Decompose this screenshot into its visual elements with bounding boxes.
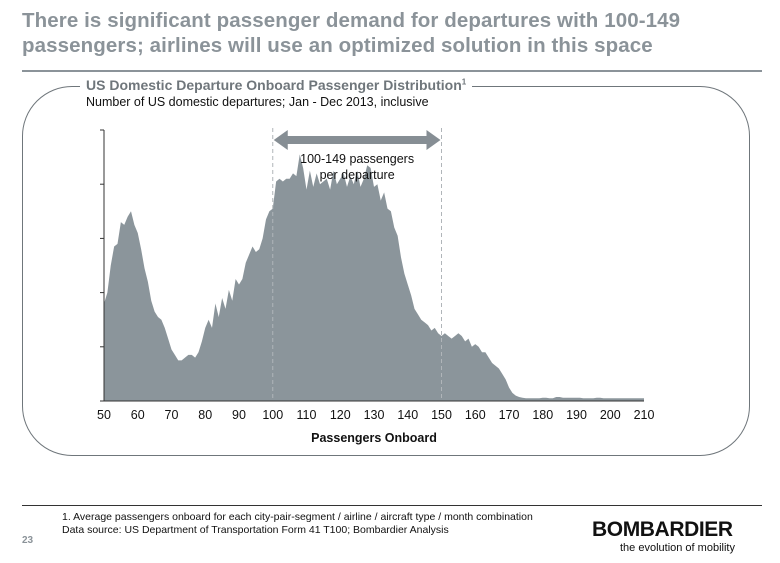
x-tick-label: 90 — [232, 408, 246, 422]
x-tick-label: 150 — [431, 408, 452, 422]
panel-title: US Domestic Departure Onboard Passenger … — [80, 77, 473, 93]
x-tick-label: 130 — [364, 408, 385, 422]
panel-title-footnote-marker: 1 — [461, 77, 467, 87]
x-tick-label: 50 — [97, 408, 111, 422]
x-tick-label: 210 — [634, 408, 655, 422]
x-tick-label: 140 — [397, 408, 418, 422]
title-divider — [22, 70, 762, 72]
page-number: 23 — [22, 535, 34, 546]
data-source: Data source: US Department of Transporta… — [62, 524, 449, 536]
x-tick-label: 180 — [532, 408, 553, 422]
distribution-chart: 50 60 70 80 90 100 110 120 130 140 150 160 170 180 190… — [97, 128, 655, 445]
x-tick-label: 160 — [465, 408, 486, 422]
panel-title-text: US Domestic Departure Onboard Passenger … — [86, 77, 462, 93]
x-tick-label: 100 — [262, 408, 283, 422]
x-axis-title: Passengers Onboard — [311, 431, 437, 445]
distribution-area — [104, 154, 644, 401]
range-annotation-line1: 100-149 passengers — [300, 152, 414, 166]
x-tick-label: 80 — [198, 408, 212, 422]
x-tick-label: 60 — [131, 408, 145, 422]
range-arrow-right-head — [426, 130, 441, 150]
range-annotation-line2: per departure — [320, 168, 395, 182]
range-arrow-shaft — [284, 136, 430, 144]
brand-logo: BOMBARDIER — [592, 518, 733, 541]
brand-tagline: the evolution of mobility — [620, 542, 735, 554]
x-tick-label: 70 — [165, 408, 179, 422]
footer-divider — [22, 505, 762, 506]
footnote: 1. Average passengers onboard for each c… — [62, 511, 533, 523]
range-arrow-left-head — [273, 130, 288, 150]
x-tick-label: 200 — [600, 408, 621, 422]
x-tick-label: 190 — [566, 408, 587, 422]
x-tick-label: 110 — [297, 408, 317, 422]
x-tick-label: 120 — [330, 408, 351, 422]
x-tick-label: 170 — [499, 408, 520, 422]
panel-subtitle: Number of US domestic departures; Jan - … — [86, 95, 429, 109]
slide-headline: There is significant passenger demand fo… — [22, 9, 681, 57]
